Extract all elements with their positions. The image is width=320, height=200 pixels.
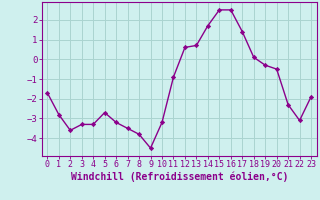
X-axis label: Windchill (Refroidissement éolien,°C): Windchill (Refroidissement éolien,°C) bbox=[70, 172, 288, 182]
